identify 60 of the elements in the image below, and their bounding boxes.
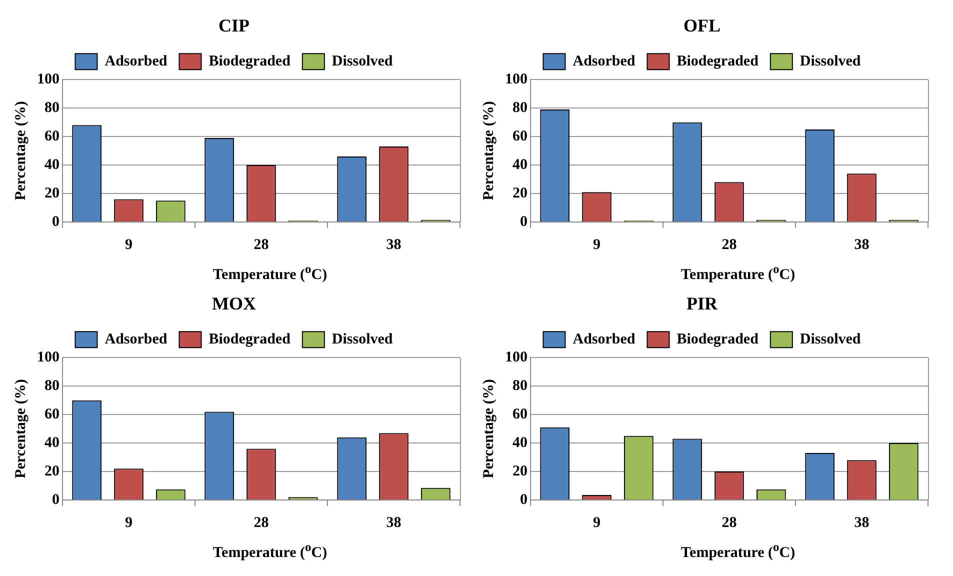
x-tick-label: 9 <box>593 236 600 253</box>
x-tick-label: 9 <box>125 514 132 531</box>
y-tick-label: 60 <box>512 406 528 422</box>
legend-label: Adsorbed <box>104 331 168 348</box>
y-tick-label: 100 <box>37 349 60 366</box>
y-tick-label: 40 <box>44 156 60 173</box>
chart-title: PIR <box>686 293 718 314</box>
legend-label: Adsorbed <box>572 53 636 70</box>
x-tick-label: 28 <box>722 236 737 253</box>
legend-label: Adsorbed <box>572 331 636 348</box>
x-axis-title: Temperature ($^{o}$C) <box>212 540 328 562</box>
y-axis-title: Percentage (%) <box>480 379 497 478</box>
chart-title: OFL <box>683 15 721 36</box>
x-tick-label: 9 <box>125 236 132 253</box>
legend-label: Dissolved <box>800 53 862 70</box>
y-tick-label: 60 <box>512 128 528 144</box>
y-tick-label: 100 <box>505 71 528 88</box>
legend-label: Biodegraded <box>208 331 292 348</box>
chart-title: MOX <box>212 293 256 314</box>
y-axis-title: Percentage (%) <box>12 379 29 478</box>
y-tick-label: 20 <box>44 185 60 202</box>
y-axis-title: Percentage (%) <box>480 101 497 200</box>
legend-label: Biodegraded <box>676 331 760 348</box>
legend-label: Biodegraded <box>208 53 292 70</box>
y-tick-label: 80 <box>44 100 60 116</box>
y-tick-label: 20 <box>512 463 528 480</box>
x-tick-label: 38 <box>854 236 870 253</box>
y-axis-title: Percentage (%) <box>12 101 29 200</box>
x-axis-title: Temperature ($^{o}$C) <box>680 262 796 284</box>
legend-label: Biodegraded <box>676 53 760 70</box>
legend-label: Adsorbed <box>104 53 168 70</box>
x-tick-label: 38 <box>386 514 402 531</box>
x-tick-label: 9 <box>593 514 600 531</box>
x-tick-label: 38 <box>854 514 870 531</box>
y-tick-label: 40 <box>512 156 528 173</box>
x-tick-label: 38 <box>386 236 402 253</box>
y-tick-label: 0 <box>520 214 528 230</box>
y-tick-label: 100 <box>505 349 528 366</box>
y-tick-label: 20 <box>512 185 528 202</box>
y-tick-label: 80 <box>512 100 528 116</box>
x-tick-label: 28 <box>722 514 737 531</box>
x-tick-label: 28 <box>254 236 269 253</box>
x-axis-title: Temperature ($^{o}$C) <box>212 262 328 284</box>
y-tick-label: 0 <box>520 492 528 508</box>
legend-label: Dissolved <box>800 331 862 348</box>
chart-title: CIP <box>218 15 250 36</box>
y-tick-label: 80 <box>44 378 60 394</box>
y-tick-label: 0 <box>52 214 60 230</box>
x-tick-label: 28 <box>254 514 269 531</box>
y-tick-label: 60 <box>44 128 60 144</box>
y-tick-label: 100 <box>37 71 60 88</box>
y-tick-label: 80 <box>512 378 528 394</box>
y-tick-label: 0 <box>52 492 60 508</box>
x-axis-title: Temperature ($^{o}$C) <box>680 540 796 562</box>
legend-label: Dissolved <box>332 331 394 348</box>
y-tick-label: 60 <box>44 406 60 422</box>
y-tick-label: 20 <box>44 463 60 480</box>
y-tick-label: 40 <box>44 434 60 451</box>
legend-label: Dissolved <box>332 53 394 70</box>
y-tick-label: 40 <box>512 434 528 451</box>
